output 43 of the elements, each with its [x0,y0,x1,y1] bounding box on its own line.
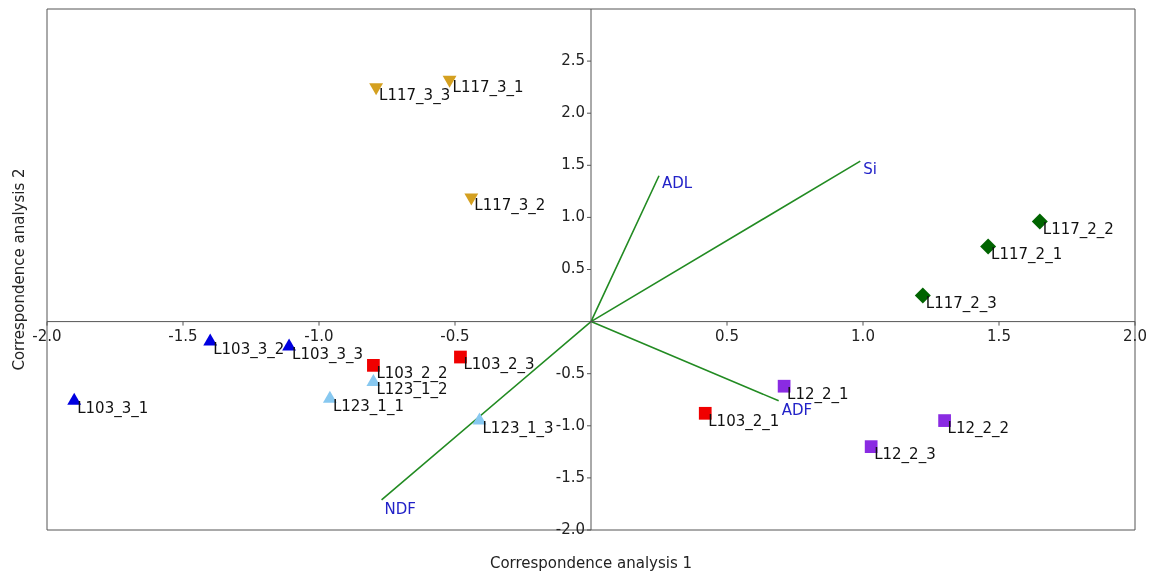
x-tick-label: 2.0 [1123,326,1147,345]
annotation: ADL [662,174,693,193]
annotation: L12_2_1 [787,384,849,404]
annotation: L117_2_1 [991,244,1063,264]
y-tick-label: -1.0 [555,415,585,434]
annotation: L117_3_3 [379,85,451,105]
x-tick-label: 1.0 [851,326,875,345]
annotation: L103_2_3 [463,355,535,375]
annotation: L103_2_2 [376,363,448,383]
annotation: L117_2_2 [1042,219,1114,239]
annotation: L123_1_2 [376,380,448,400]
annotation: L117_2_3 [925,293,997,313]
x-tick-label: -2.0 [32,326,62,345]
annotation: L117_3_2 [474,195,546,215]
x-tick-label: 0.5 [715,326,739,345]
x-tick-label: -0.5 [440,326,470,345]
annotation: L103_3_2 [213,339,285,359]
y-tick-label: -2.0 [555,519,585,538]
point [938,414,951,427]
annotation: L103_3_1 [77,399,149,419]
x-tick-label: -1.0 [304,326,334,345]
annotation: L103_2_1 [708,411,780,431]
annotation: L123_1_1 [332,397,404,417]
y-tick-label: 0.5 [561,259,585,278]
annotation: ADF [781,401,813,420]
x-tick-label: 1.5 [987,326,1011,345]
y-tick-label: -1.5 [555,467,585,486]
y-tick-label: 1.5 [561,155,585,174]
annotation: L12_2_3 [874,445,936,465]
y-tick-label: 2.5 [561,50,585,69]
x-axis-title: Correspondence analysis 1 [489,554,693,573]
y-axis-title: Correspondence analysis 2 [9,168,28,371]
annotation: NDF [384,500,416,519]
annotation: Si [863,159,877,178]
x-tick-label: -1.5 [168,326,198,345]
y-tick-label: -0.5 [555,363,585,382]
y-tick-label: 1.0 [561,207,585,226]
annotation: L123_1_3 [482,418,554,438]
annotation: L103_3_3 [292,345,364,364]
annotation: L117_3_1 [452,78,524,98]
point [367,359,380,372]
annotation: L12_2_2 [947,418,1010,438]
y-tick-label: 2.0 [561,103,585,122]
